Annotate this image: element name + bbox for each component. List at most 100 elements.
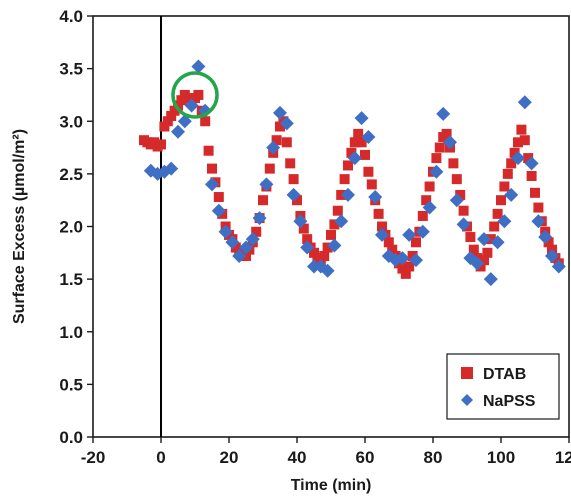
dtab-point (356, 137, 367, 148)
y-tick-label: 0.0 (59, 428, 83, 447)
plot-area (92, 15, 570, 438)
dtab-point (506, 158, 517, 169)
napss-point (545, 248, 559, 263)
napss-point (232, 248, 247, 263)
napss-point (266, 140, 281, 155)
dtab-point (499, 181, 510, 192)
dtab-point (455, 189, 466, 200)
dtab-point (339, 174, 350, 185)
napss-point (375, 227, 389, 242)
dtab-point (543, 237, 554, 248)
dtab-point (169, 105, 180, 116)
dtab-point (458, 205, 469, 216)
dtab-point (468, 244, 479, 255)
napss-point (551, 259, 566, 274)
dtab-point (448, 158, 459, 169)
x-axis-title: Time (min) (291, 477, 372, 494)
dtab-point (373, 208, 384, 219)
napss-point (164, 161, 179, 176)
napss-point (327, 238, 342, 253)
y-tick-label: 0.5 (59, 375, 83, 394)
napss-point (205, 177, 219, 192)
dtab-series (139, 89, 564, 279)
dtab-point (407, 250, 418, 261)
dtab-point (523, 153, 534, 164)
napss-point (456, 217, 471, 232)
highlight-circle (171, 71, 219, 119)
dtab-point (513, 137, 523, 148)
dtab-point (509, 147, 520, 158)
dtab-point (203, 145, 214, 156)
dtab-point (193, 89, 204, 100)
dtab-point (271, 135, 282, 146)
napss-point (449, 193, 464, 208)
dtab-point (451, 174, 462, 185)
y-tick-label: 3.0 (59, 112, 83, 131)
dtab-point (258, 195, 268, 206)
napss-point (211, 203, 226, 218)
dtab-point (366, 179, 377, 190)
y-tick-label: 2.0 (59, 218, 83, 237)
y-tick-label: 1.0 (59, 323, 83, 342)
dtab-point (482, 247, 493, 258)
napss-point (436, 106, 451, 121)
napss-series (143, 59, 566, 287)
napss-point (300, 240, 315, 255)
y-axis-ticks: 0.0 0.5 1.0 1.5 2.0 2.5 3.0 3.5 4.0 (59, 7, 93, 447)
dtab-point (275, 121, 285, 132)
napss-point (415, 224, 430, 239)
dtab-point (411, 237, 421, 248)
y-tick-label: 1.5 (59, 270, 83, 289)
x-tick-label: 40 (288, 448, 307, 467)
napss-point (354, 111, 369, 126)
x-tick-label: 120 (555, 448, 571, 467)
dtab-point (465, 232, 476, 243)
napss-point (218, 224, 233, 239)
dtab-point (200, 116, 211, 127)
legend-napss-marker (461, 394, 473, 406)
y-tick-label: 2.5 (59, 165, 83, 184)
napss-point (470, 256, 485, 271)
dtab-point (363, 166, 374, 177)
dtab-point (251, 226, 262, 237)
dtab-point (519, 135, 530, 146)
dtab-point (264, 163, 275, 174)
napss-point (368, 190, 383, 205)
dtab-point (213, 192, 224, 203)
dtab-point (397, 263, 408, 274)
dtab-point (329, 219, 340, 230)
dtab-point (166, 110, 177, 121)
napss-point (334, 214, 349, 229)
legend-dtab-marker (461, 367, 473, 379)
dtab-point (533, 202, 544, 213)
dtab-point (489, 221, 500, 232)
napss-point (286, 187, 301, 202)
napss-point (171, 124, 185, 139)
legend-napss-label: NaPSS (483, 393, 536, 410)
dtab-point (502, 168, 513, 179)
dtab-point (383, 237, 394, 248)
napss-point (259, 177, 274, 192)
legend-dtab-label: DTAB (483, 366, 526, 383)
napss-point (517, 95, 532, 110)
napss-point (293, 214, 308, 229)
napss-point (347, 151, 362, 166)
dtab-point (404, 261, 415, 272)
dtab-point (346, 147, 357, 158)
dtab-point (530, 187, 540, 198)
napss-point (483, 272, 498, 287)
dtab-point (516, 124, 527, 135)
dtab-point (281, 137, 292, 148)
dtab-point (156, 139, 166, 150)
dtab-point (230, 242, 241, 253)
dtab-point (417, 210, 428, 221)
dtab-point (326, 229, 336, 240)
dtab-point (343, 160, 353, 171)
dtab-point (353, 128, 364, 139)
x-axis-ticks: -20 0 20 40 60 80 100 120 (81, 437, 571, 467)
x-tick-label: 20 (220, 448, 239, 467)
x-tick-label: 60 (356, 448, 375, 467)
dtab-point (176, 95, 187, 106)
dtab-point (387, 244, 398, 255)
